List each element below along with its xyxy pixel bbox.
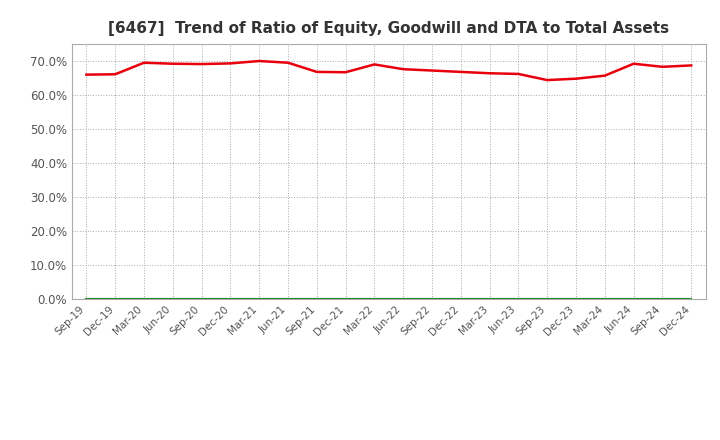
Goodwill	[197, 297, 206, 302]
Equity	[255, 59, 264, 64]
Goodwill	[543, 297, 552, 302]
Goodwill	[428, 297, 436, 302]
Goodwill	[226, 297, 235, 302]
Equity	[514, 71, 523, 77]
Deferred Tax Assets	[629, 297, 638, 302]
Equity	[341, 70, 350, 75]
Equity	[572, 76, 580, 81]
Equity	[370, 62, 379, 67]
Goodwill	[111, 297, 120, 302]
Equity	[140, 60, 148, 66]
Goodwill	[168, 297, 177, 302]
Goodwill	[572, 297, 580, 302]
Deferred Tax Assets	[255, 297, 264, 302]
Deferred Tax Assets	[658, 297, 667, 302]
Deferred Tax Assets	[600, 297, 609, 302]
Equity	[168, 61, 177, 66]
Goodwill	[82, 297, 91, 302]
Deferred Tax Assets	[456, 297, 465, 302]
Equity	[226, 61, 235, 66]
Legend: Equity, Goodwill, Deferred Tax Assets: Equity, Goodwill, Deferred Tax Assets	[194, 438, 583, 440]
Equity	[111, 72, 120, 77]
Deferred Tax Assets	[572, 297, 580, 302]
Goodwill	[370, 297, 379, 302]
Equity	[456, 69, 465, 74]
Deferred Tax Assets	[543, 297, 552, 302]
Line: Equity: Equity	[86, 61, 691, 80]
Goodwill	[629, 297, 638, 302]
Equity	[399, 66, 408, 72]
Equity	[600, 73, 609, 78]
Deferred Tax Assets	[514, 297, 523, 302]
Equity	[284, 60, 292, 66]
Deferred Tax Assets	[197, 297, 206, 302]
Equity	[428, 68, 436, 73]
Deferred Tax Assets	[428, 297, 436, 302]
Deferred Tax Assets	[312, 297, 321, 302]
Equity	[629, 61, 638, 66]
Goodwill	[140, 297, 148, 302]
Deferred Tax Assets	[226, 297, 235, 302]
Equity	[687, 63, 696, 68]
Deferred Tax Assets	[82, 297, 91, 302]
Goodwill	[341, 297, 350, 302]
Goodwill	[456, 297, 465, 302]
Equity	[82, 72, 91, 77]
Deferred Tax Assets	[341, 297, 350, 302]
Goodwill	[255, 297, 264, 302]
Deferred Tax Assets	[140, 297, 148, 302]
Equity	[485, 71, 494, 76]
Equity	[658, 64, 667, 70]
Title: [6467]  Trend of Ratio of Equity, Goodwill and DTA to Total Assets: [6467] Trend of Ratio of Equity, Goodwil…	[108, 21, 670, 36]
Goodwill	[687, 297, 696, 302]
Goodwill	[600, 297, 609, 302]
Deferred Tax Assets	[370, 297, 379, 302]
Goodwill	[658, 297, 667, 302]
Deferred Tax Assets	[399, 297, 408, 302]
Deferred Tax Assets	[485, 297, 494, 302]
Deferred Tax Assets	[111, 297, 120, 302]
Goodwill	[485, 297, 494, 302]
Equity	[197, 62, 206, 67]
Equity	[543, 77, 552, 83]
Goodwill	[312, 297, 321, 302]
Deferred Tax Assets	[284, 297, 292, 302]
Goodwill	[514, 297, 523, 302]
Deferred Tax Assets	[168, 297, 177, 302]
Equity	[312, 69, 321, 74]
Goodwill	[399, 297, 408, 302]
Deferred Tax Assets	[687, 297, 696, 302]
Goodwill	[284, 297, 292, 302]
